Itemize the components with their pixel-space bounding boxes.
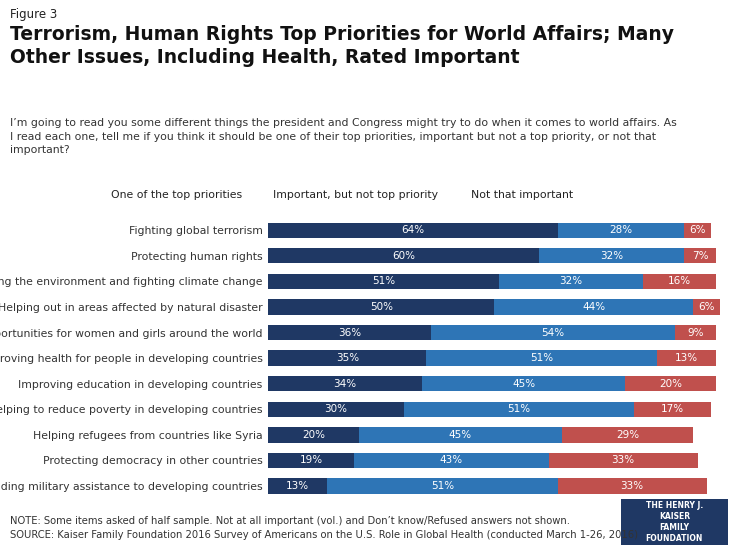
Text: NOTE: Some items asked of half sample. Not at all important (vol.) and Don’t kno: NOTE: Some items asked of half sample. N… — [10, 516, 570, 526]
Bar — [268, 325, 431, 340]
Bar — [327, 478, 558, 494]
Text: 51%: 51% — [508, 404, 531, 414]
Text: 32%: 32% — [600, 251, 623, 261]
Bar — [558, 223, 684, 238]
Bar — [562, 427, 693, 442]
Bar — [268, 350, 426, 366]
Text: 16%: 16% — [668, 277, 691, 287]
Text: Important, but not top priority: Important, but not top priority — [273, 190, 438, 200]
Bar — [499, 274, 643, 289]
Text: 30%: 30% — [325, 404, 348, 414]
Text: 33%: 33% — [612, 456, 635, 466]
Text: 35%: 35% — [336, 353, 359, 363]
Text: 6%: 6% — [698, 302, 715, 312]
Text: SOURCE: Kaiser Family Foundation 2016 Survey of Americans on the U.S. Role in Gl: SOURCE: Kaiser Family Foundation 2016 Su… — [10, 530, 637, 540]
Text: 54%: 54% — [542, 327, 564, 338]
Text: Terrorism, Human Rights Top Priorities for World Affairs; Many
Other Issues, Inc: Terrorism, Human Rights Top Priorities f… — [10, 25, 673, 67]
Bar — [684, 248, 716, 263]
Text: 20%: 20% — [659, 379, 682, 389]
Bar — [268, 299, 494, 315]
Text: Figure 3: Figure 3 — [10, 8, 57, 21]
Bar — [268, 248, 539, 263]
Text: 60%: 60% — [392, 251, 415, 261]
Text: THE HENRY J.
KAISER
FAMILY
FOUNDATION: THE HENRY J. KAISER FAMILY FOUNDATION — [645, 501, 703, 543]
Text: 6%: 6% — [689, 225, 706, 235]
Text: 51%: 51% — [431, 481, 454, 491]
Text: 45%: 45% — [449, 430, 472, 440]
Bar — [404, 402, 634, 417]
Bar — [431, 325, 675, 340]
Bar — [634, 402, 711, 417]
Text: I’m going to read you some different things the president and Congress might try: I’m going to read you some different thi… — [10, 118, 676, 155]
Bar — [675, 325, 716, 340]
Bar — [684, 223, 711, 238]
Bar — [268, 274, 499, 289]
Bar — [268, 478, 327, 494]
Bar — [268, 376, 422, 391]
Text: 33%: 33% — [620, 481, 644, 491]
Bar — [494, 299, 693, 315]
Bar — [354, 453, 548, 468]
Bar — [268, 427, 359, 442]
Text: 7%: 7% — [692, 251, 709, 261]
Text: 43%: 43% — [440, 456, 463, 466]
Text: 9%: 9% — [687, 327, 703, 338]
Bar — [359, 427, 562, 442]
Bar — [539, 248, 684, 263]
Bar — [625, 376, 716, 391]
Bar — [558, 478, 707, 494]
Text: 45%: 45% — [512, 379, 535, 389]
Text: 36%: 36% — [338, 327, 361, 338]
Text: 20%: 20% — [302, 430, 325, 440]
Bar — [422, 376, 625, 391]
Text: Not that important: Not that important — [471, 190, 573, 200]
Text: 64%: 64% — [401, 225, 425, 235]
Bar — [693, 299, 720, 315]
Text: 17%: 17% — [662, 404, 684, 414]
Text: One of the top priorities: One of the top priorities — [111, 190, 243, 200]
Text: 32%: 32% — [559, 277, 583, 287]
Bar — [548, 453, 698, 468]
Text: 19%: 19% — [300, 456, 323, 466]
Bar — [268, 223, 558, 238]
Text: 51%: 51% — [530, 353, 553, 363]
Text: 28%: 28% — [609, 225, 632, 235]
Text: 34%: 34% — [334, 379, 356, 389]
Text: 13%: 13% — [675, 353, 698, 363]
Bar — [657, 350, 716, 366]
Bar — [426, 350, 657, 366]
Text: 13%: 13% — [286, 481, 309, 491]
Bar — [268, 453, 354, 468]
Text: 44%: 44% — [582, 302, 606, 312]
Text: 51%: 51% — [372, 277, 395, 287]
Bar — [643, 274, 716, 289]
Bar — [268, 402, 404, 417]
Text: 29%: 29% — [616, 430, 639, 440]
Text: 50%: 50% — [370, 302, 392, 312]
